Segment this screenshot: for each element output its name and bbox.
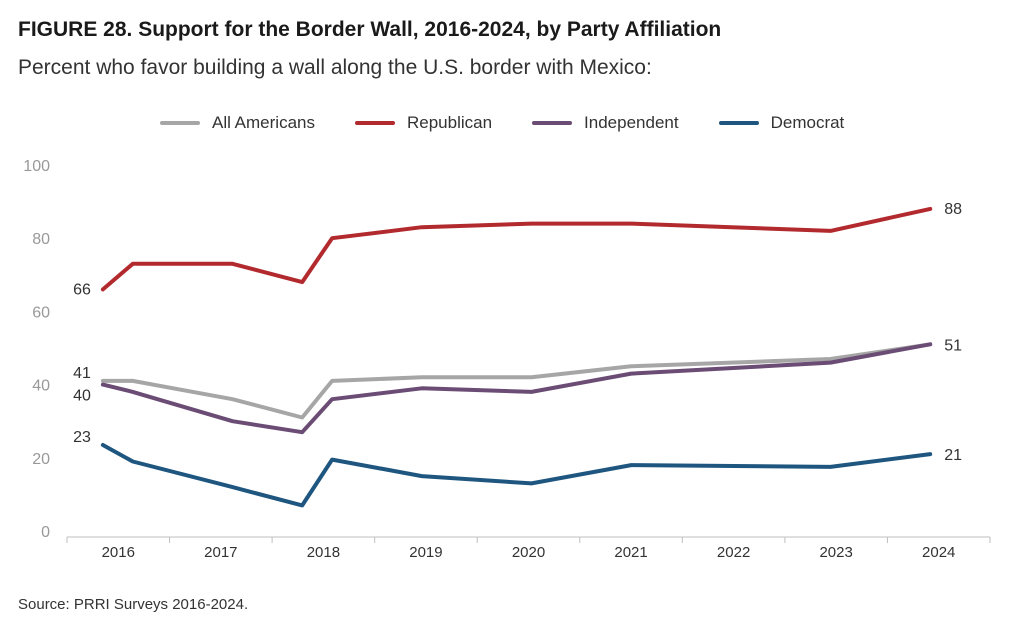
data-label: 66 (73, 281, 91, 298)
x-tick-label: 2019 (409, 544, 442, 561)
data-label: 21 (944, 447, 962, 464)
y-tick-label: 80 (32, 231, 50, 248)
chart-title: FIGURE 28. Support for the Border Wall, … (18, 18, 722, 41)
data-label: 40 (73, 388, 91, 405)
legend-item-republican: Republican (354, 113, 493, 133)
legend-label: Independent (584, 113, 679, 132)
x-tick-label: 2021 (614, 544, 647, 561)
legend-label: Democrat (770, 113, 845, 132)
chart-legend: All Americans Republican Independent Dem… (160, 113, 844, 133)
series-line-democrat (100, 443, 933, 508)
source-note: Source: PRRI Surveys 2016-2024. (18, 596, 249, 613)
legend-item-democrat: Democrat (718, 113, 845, 133)
y-tick-label: 20 (32, 451, 50, 468)
legend-label: Republican (406, 113, 493, 132)
y-tick-label: 60 (32, 304, 50, 321)
data-label: 51 (944, 337, 962, 354)
series-line-republican (100, 206, 933, 292)
legend-swatch (354, 121, 395, 125)
legend-item-all-americans: All Americans (160, 113, 315, 133)
chart-subtitle: Percent who favor building a wall along … (18, 56, 652, 79)
y-tick-label: 40 (32, 378, 50, 395)
legend-label: All Americans (212, 113, 315, 132)
y-tick-label: 0 (41, 524, 50, 541)
legend-swatch (532, 121, 573, 125)
series-line-all-americans (100, 342, 933, 420)
legend-swatch (718, 121, 759, 125)
x-tick-label: 2018 (307, 544, 340, 561)
x-tick-label: 2024 (922, 544, 955, 561)
x-tick-label: 2023 (819, 544, 852, 561)
data-label: 23 (73, 429, 91, 446)
legend-item-independent: Independent (532, 113, 679, 133)
data-label: 88 (944, 201, 962, 218)
x-tick-label: 2022 (717, 544, 750, 561)
legend-swatch (160, 121, 200, 125)
data-label: 41 (73, 365, 91, 382)
y-tick-label: 100 (23, 158, 50, 175)
series-line-independent (100, 342, 933, 435)
x-tick-label: 2016 (102, 544, 135, 561)
x-tick-label: 2020 (512, 544, 545, 561)
x-tick-label: 2017 (204, 544, 237, 561)
